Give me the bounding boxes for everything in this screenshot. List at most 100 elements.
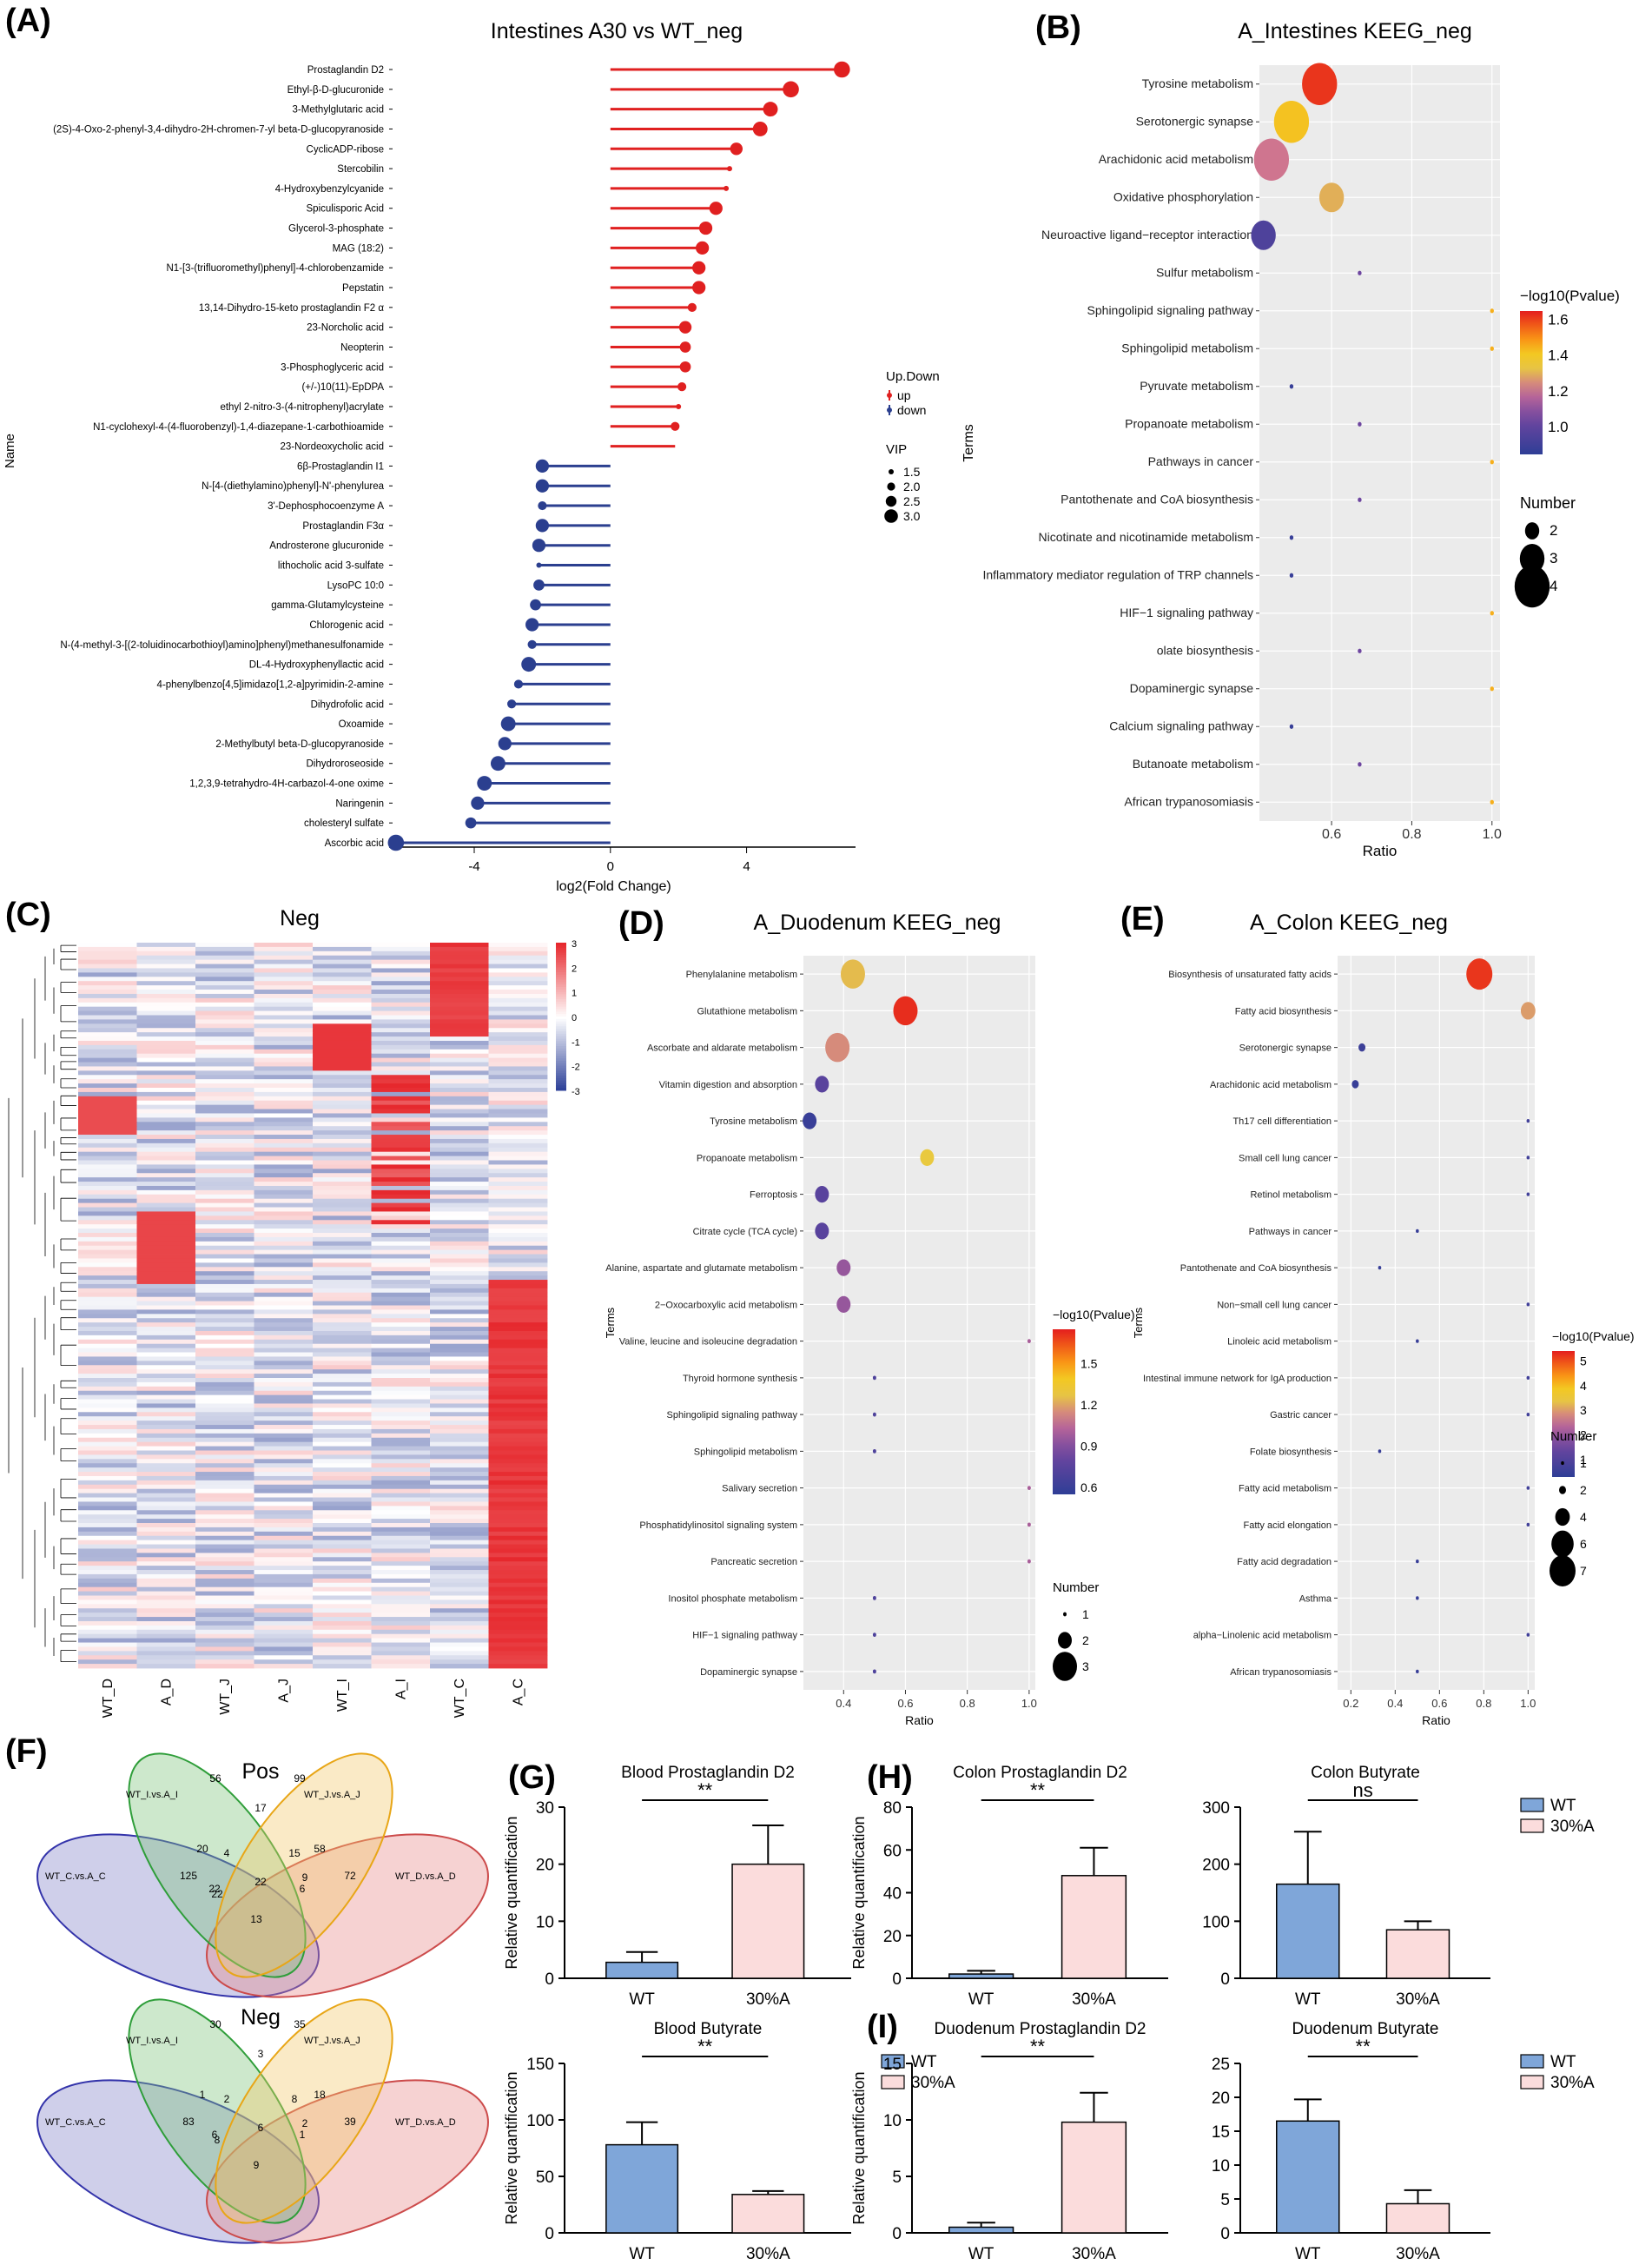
heatmap-cell	[136, 1664, 196, 1669]
term-label: Biosynthesis of unsaturated fatty acids	[1168, 970, 1332, 980]
heatmap-scale-segment	[556, 1026, 566, 1030]
term-label: Nicotinate and nicotinamide metabolism	[1039, 530, 1253, 544]
heatmap-cell	[78, 1169, 137, 1174]
heatmap-cell	[254, 1254, 314, 1259]
heatmap-cell	[371, 1459, 431, 1464]
heatmap-cell	[430, 1088, 489, 1093]
heatmap-cell	[313, 1160, 372, 1165]
heatmap-scale-segment	[556, 1077, 566, 1082]
term-point	[1027, 1339, 1031, 1344]
term-point	[1289, 384, 1294, 389]
heatmap-cell	[371, 1633, 431, 1639]
heatmap-cell	[195, 1625, 254, 1631]
heatmap-cell	[195, 1446, 254, 1451]
heatmap-cell	[488, 1258, 548, 1263]
heatmap-cell	[254, 1185, 314, 1191]
heatmap-cell	[254, 1023, 314, 1029]
heatmap-cell	[430, 943, 489, 948]
heatmap-cell	[78, 1428, 137, 1434]
heatmap-cell	[430, 1254, 489, 1259]
heatmap-cell	[313, 1573, 372, 1580]
heatmap-cell	[195, 964, 254, 969]
heatmap-cell	[254, 1497, 314, 1502]
heatmap-cell	[371, 1582, 431, 1588]
heatmap-cell	[488, 1553, 548, 1558]
heatmap-cell	[136, 1437, 196, 1443]
heatmap-cell	[488, 1327, 548, 1332]
heatmap-cell	[195, 1493, 254, 1498]
heatmap-cell	[430, 1322, 489, 1328]
heatmap-cell	[195, 1006, 254, 1011]
color-legend-title: −log10(Pvalue)	[1053, 1308, 1135, 1321]
venn-count: 125	[180, 1870, 197, 1882]
heatmap-cell	[488, 1006, 548, 1011]
heatmap-cell	[430, 1327, 489, 1332]
heatmap-cell	[371, 1288, 431, 1294]
heatmap-cell	[430, 1625, 489, 1631]
heatmap-cell	[371, 1531, 431, 1537]
heatmap-cell	[195, 1271, 254, 1276]
heatmap-cell	[488, 1202, 548, 1208]
heatmap-cell	[254, 1437, 314, 1443]
heatmap-cell	[254, 1488, 314, 1494]
heatmap-cell	[430, 1096, 489, 1102]
heatmap-cell	[195, 1620, 254, 1626]
color-legend-tick: 1	[1580, 1453, 1587, 1467]
heatmap-cell	[313, 1450, 372, 1455]
significance-label: **	[1030, 2036, 1046, 2057]
panel-label-b: (B)	[1035, 10, 1081, 46]
heatmap-cell	[371, 1002, 431, 1008]
heatmap-cell	[488, 1028, 548, 1033]
heatmap-cell	[136, 1646, 196, 1652]
heatmap-cell	[488, 1459, 548, 1464]
heatmap-cell	[78, 1378, 137, 1383]
heatmap-cell	[136, 1557, 196, 1562]
heatmap-cell	[254, 1283, 314, 1289]
x-category-label: WT	[629, 1990, 655, 2009]
heatmap-cell	[78, 1224, 137, 1229]
heatmap-cell	[78, 1177, 137, 1182]
y-tick-label: 200	[1202, 1857, 1230, 1875]
heatmap-cell	[371, 1019, 431, 1024]
panel-e-title: A_Colon KEEG_neg	[1250, 911, 1448, 935]
term-point	[1526, 1118, 1530, 1123]
heatmap-cell	[254, 1646, 314, 1652]
heatmap-scale-segment	[556, 1076, 566, 1079]
heatmap-cell	[313, 1122, 372, 1127]
heatmap-cell	[371, 1160, 431, 1165]
heatmap-cell	[371, 1625, 431, 1631]
legend-down-dot	[887, 407, 892, 413]
heatmap-cell	[195, 1361, 254, 1366]
heatmap-cell	[430, 1348, 489, 1353]
heatmap-cell	[313, 1044, 372, 1050]
x-tick-label: 0.4	[836, 1697, 851, 1710]
heatmap-cell	[254, 990, 314, 995]
heatmap-cell	[136, 1446, 196, 1451]
heatmap-cell	[78, 1233, 137, 1238]
heatmap-cell	[488, 1177, 548, 1182]
venn-count: 56	[209, 1772, 221, 1785]
heatmap-cell	[371, 1433, 431, 1439]
heatmap-cell	[195, 1173, 254, 1178]
heatmap-cell	[195, 1617, 254, 1622]
heatmap-cell	[136, 1164, 196, 1169]
panel-d-title: A_Duodenum KEEG_neg	[754, 911, 1001, 935]
heatmap-cell	[430, 1441, 489, 1447]
heatmap-scale-label: -3	[572, 1087, 580, 1097]
heatmap-cell	[254, 1267, 314, 1272]
heatmap-cell	[488, 1356, 548, 1361]
heatmap-cell	[430, 1523, 489, 1528]
heatmap-cell	[254, 1348, 314, 1353]
heatmap-cell	[313, 955, 372, 961]
heatmap-cell	[313, 990, 372, 995]
heatmap-cell	[371, 1595, 431, 1600]
venn-ellipse	[128, 1998, 307, 2224]
heatmap-scale-segment	[556, 1080, 566, 1083]
heatmap-cell	[488, 1484, 548, 1490]
heatmap-cell	[136, 1540, 196, 1545]
y-axis-label: Terms	[604, 1307, 617, 1338]
heatmap-cell	[313, 1249, 372, 1255]
heatmap-cell	[488, 1638, 548, 1643]
heatmap-scale-segment	[556, 1038, 566, 1042]
heatmap-cell	[136, 1117, 196, 1123]
